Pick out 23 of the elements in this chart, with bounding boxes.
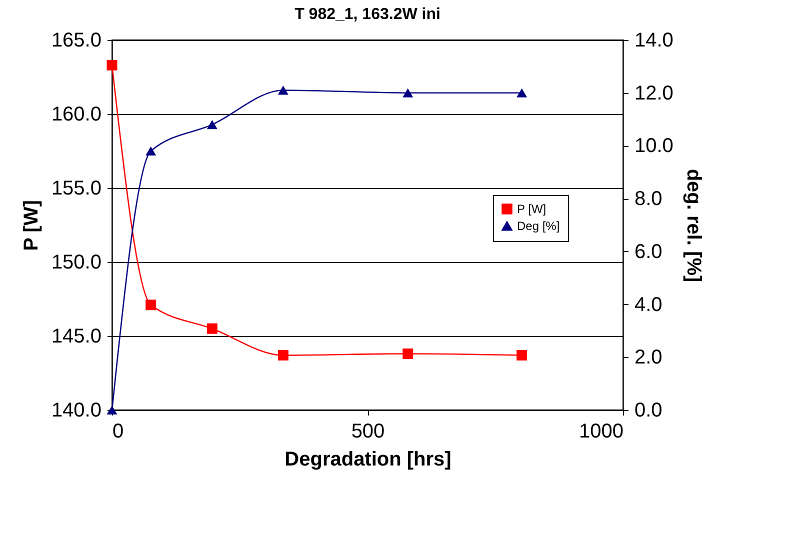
- y-tick-label: 160.0: [51, 104, 102, 126]
- y-tick-label: 165.0: [51, 30, 102, 52]
- y-tick-label: 150.0: [51, 252, 102, 274]
- y2-tick-label: 6.0: [634, 240, 662, 263]
- y2-tick-label: 4.0: [634, 294, 662, 316]
- y2-axis-title: deg. rel. [%]: [682, 168, 704, 282]
- y-axis-title: P [W]: [20, 200, 42, 251]
- y2-tick-label: 2.0: [634, 346, 662, 369]
- x-axis-title: Degradation [hrs]: [284, 448, 452, 470]
- legend-label: P [W]: [517, 202, 546, 216]
- chart-title: T 982_1, 163.2W ini: [294, 6, 440, 23]
- y2-tick-label: 14.0: [634, 30, 674, 52]
- y-tick-label: 140.0: [51, 400, 102, 422]
- legend-label: Deg [%]: [517, 219, 560, 233]
- y2-tick-label: 12.0: [634, 82, 674, 104]
- y-tick-label: 145.0: [51, 326, 102, 348]
- y2-tick-label: 8.0: [634, 188, 662, 210]
- x-tick-label: 500: [351, 420, 385, 442]
- y2-tick-label: 10.0: [634, 135, 674, 158]
- x-tick-label: 0: [112, 420, 124, 442]
- y-tick-label: 155.0: [51, 178, 102, 200]
- y2-tick-label: 0.0: [634, 400, 662, 422]
- x-tick-label: 1000: [579, 420, 624, 442]
